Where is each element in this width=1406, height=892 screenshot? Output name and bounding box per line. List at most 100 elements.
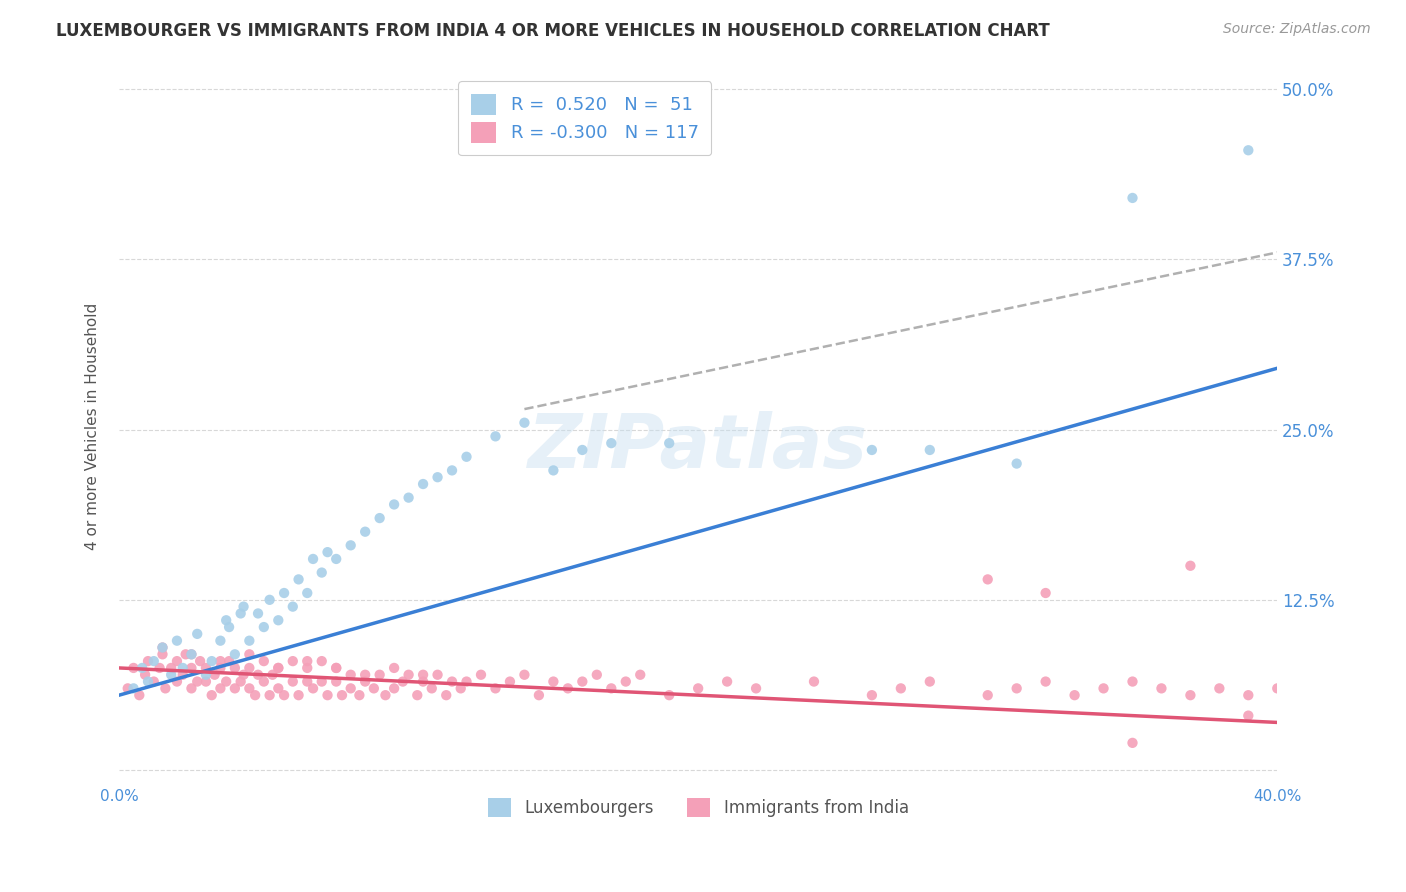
Point [117,681,139,696]
Point [890,681,912,696]
Point [166,633,188,648]
Point [1121,191,1143,205]
Point [1063,688,1085,702]
Point [1180,558,1202,573]
Point [339,667,361,681]
Point [1121,674,1143,689]
Point [194,661,217,675]
Point [658,688,681,702]
Point [134,667,156,681]
Point [441,463,464,477]
Point [571,442,593,457]
Point [218,620,240,634]
Point [339,538,361,552]
Point [860,442,883,457]
Point [543,674,565,689]
Point [224,648,246,662]
Point [297,586,319,600]
Point [349,688,371,702]
Point [918,674,941,689]
Point [281,654,304,668]
Point [281,674,304,689]
Point [297,674,319,689]
Point [434,688,457,702]
Point [238,648,260,662]
Point [1035,674,1057,689]
Point [339,681,361,696]
Point [1035,586,1057,600]
Point [803,674,825,689]
Point [297,654,319,668]
Point [499,674,522,689]
Point [382,661,405,675]
Point [267,661,290,675]
Point [614,674,637,689]
Point [297,661,319,675]
Point [1150,681,1173,696]
Point [155,681,177,696]
Point [247,667,270,681]
Y-axis label: 4 or more Vehicles in Household: 4 or more Vehicles in Household [86,302,100,549]
Point [325,661,347,675]
Point [238,633,260,648]
Point [194,667,217,681]
Point [330,688,353,702]
Point [311,566,333,580]
Point [513,416,536,430]
Point [160,661,183,675]
Point [316,688,339,702]
Point [204,667,226,681]
Text: ZIPatlas: ZIPatlas [529,411,868,484]
Point [131,661,153,675]
Point [1005,457,1028,471]
Point [412,477,434,491]
Point [398,667,420,681]
Point [368,511,391,525]
Point [311,654,333,668]
Point [229,674,252,689]
Point [585,667,607,681]
Point [209,654,232,668]
Point [325,674,347,689]
Point [180,661,202,675]
Point [1237,143,1260,157]
Point [287,688,309,702]
Point [1121,736,1143,750]
Point [918,442,941,457]
Point [1208,681,1230,696]
Point [745,681,768,696]
Point [450,681,472,696]
Point [209,681,232,696]
Point [600,436,623,450]
Point [253,654,276,668]
Point [224,681,246,696]
Point [441,674,464,689]
Point [209,633,232,648]
Point [186,627,208,641]
Point [215,674,238,689]
Point [527,688,550,702]
Point [160,667,183,681]
Point [194,674,217,689]
Point [426,470,449,484]
Point [688,681,710,696]
Point [215,613,238,627]
Point [1237,688,1260,702]
Point [152,648,174,662]
Text: LUXEMBOURGER VS IMMIGRANTS FROM INDIA 4 OR MORE VEHICLES IN HOUSEHOLD CORRELATIO: LUXEMBOURGER VS IMMIGRANTS FROM INDIA 4 … [56,22,1050,40]
Point [238,681,260,696]
Point [374,688,396,702]
Point [398,491,420,505]
Point [406,688,429,702]
Point [188,654,211,668]
Point [1092,681,1115,696]
Point [267,661,290,675]
Point [166,654,188,668]
Point [201,654,224,668]
Point [354,674,377,689]
Point [456,674,478,689]
Point [152,640,174,655]
Point [247,607,270,621]
Point [302,681,325,696]
Point [860,688,883,702]
